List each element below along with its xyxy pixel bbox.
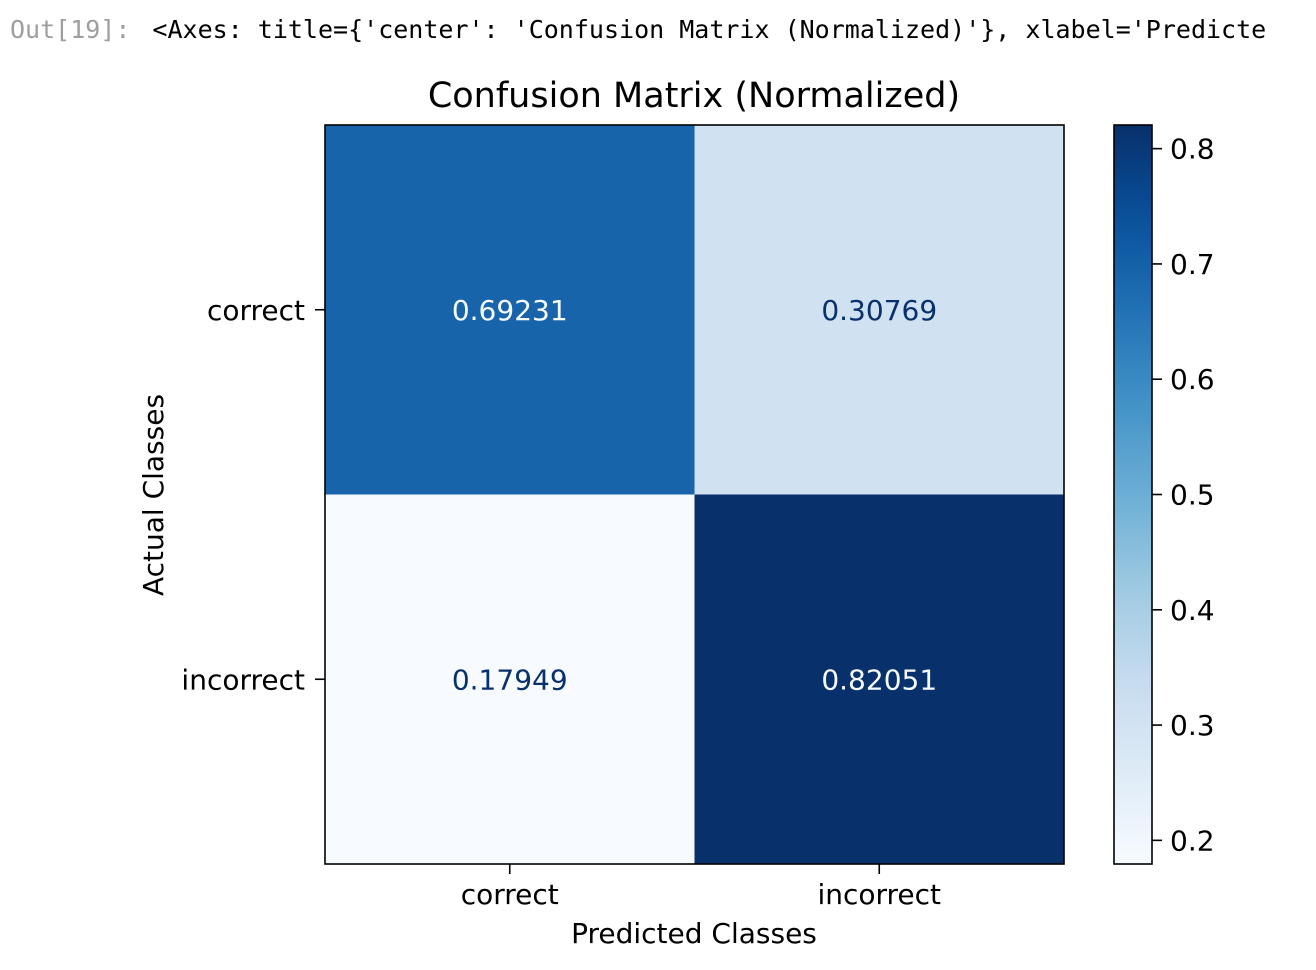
colorbar-gradient bbox=[1114, 125, 1152, 864]
x-tick-label: incorrect bbox=[817, 878, 941, 911]
colorbar-tick-label: 0.8 bbox=[1170, 133, 1215, 166]
cell-value-label: 0.82051 bbox=[821, 663, 937, 696]
colorbar-tick-label: 0.7 bbox=[1170, 248, 1215, 281]
y-axis-label: Actual Classes bbox=[137, 394, 170, 596]
x-axis-label: Predicted Classes bbox=[571, 917, 817, 950]
cell-value-label: 0.30769 bbox=[821, 294, 937, 327]
output-prompt: Out[19]: bbox=[10, 15, 131, 44]
chart-title: Confusion Matrix (Normalized) bbox=[428, 76, 960, 116]
y-tick-label: correct bbox=[207, 294, 305, 327]
output-cell-line: Out[19]: <Axes: title={'center': 'Confusi… bbox=[10, 12, 1316, 48]
colorbar-tick-label: 0.3 bbox=[1170, 709, 1215, 742]
heatmap-cell bbox=[694, 125, 1065, 495]
colorbar-tick-label: 0.2 bbox=[1170, 824, 1215, 857]
heatmap-cell bbox=[325, 494, 695, 865]
colorbar-tick-label: 0.6 bbox=[1170, 363, 1215, 396]
colorbar-tick-label: 0.4 bbox=[1170, 594, 1215, 627]
axis-ticks: correct incorrect correct incorrect bbox=[181, 294, 941, 911]
colorbar-tick-label: 0.5 bbox=[1170, 479, 1215, 512]
heatmap-cell bbox=[325, 125, 695, 495]
cell-value-label: 0.17949 bbox=[452, 663, 568, 696]
heatmap-cell bbox=[694, 494, 1065, 865]
x-tick-label: correct bbox=[461, 878, 559, 911]
heatmap-cells: 0.69231 0.30769 0.17949 0.82051 bbox=[325, 125, 1065, 865]
output-repr-text: <Axes: title={'center': 'Confusion Matri… bbox=[152, 15, 1267, 44]
cell-value-label: 0.69231 bbox=[452, 294, 568, 327]
y-tick-label: incorrect bbox=[181, 663, 305, 696]
plot-frame bbox=[324, 124, 1065, 865]
colorbar: 0.2 0.3 0.4 0.5 0.6 0.7 0.8 bbox=[1113, 124, 1215, 865]
